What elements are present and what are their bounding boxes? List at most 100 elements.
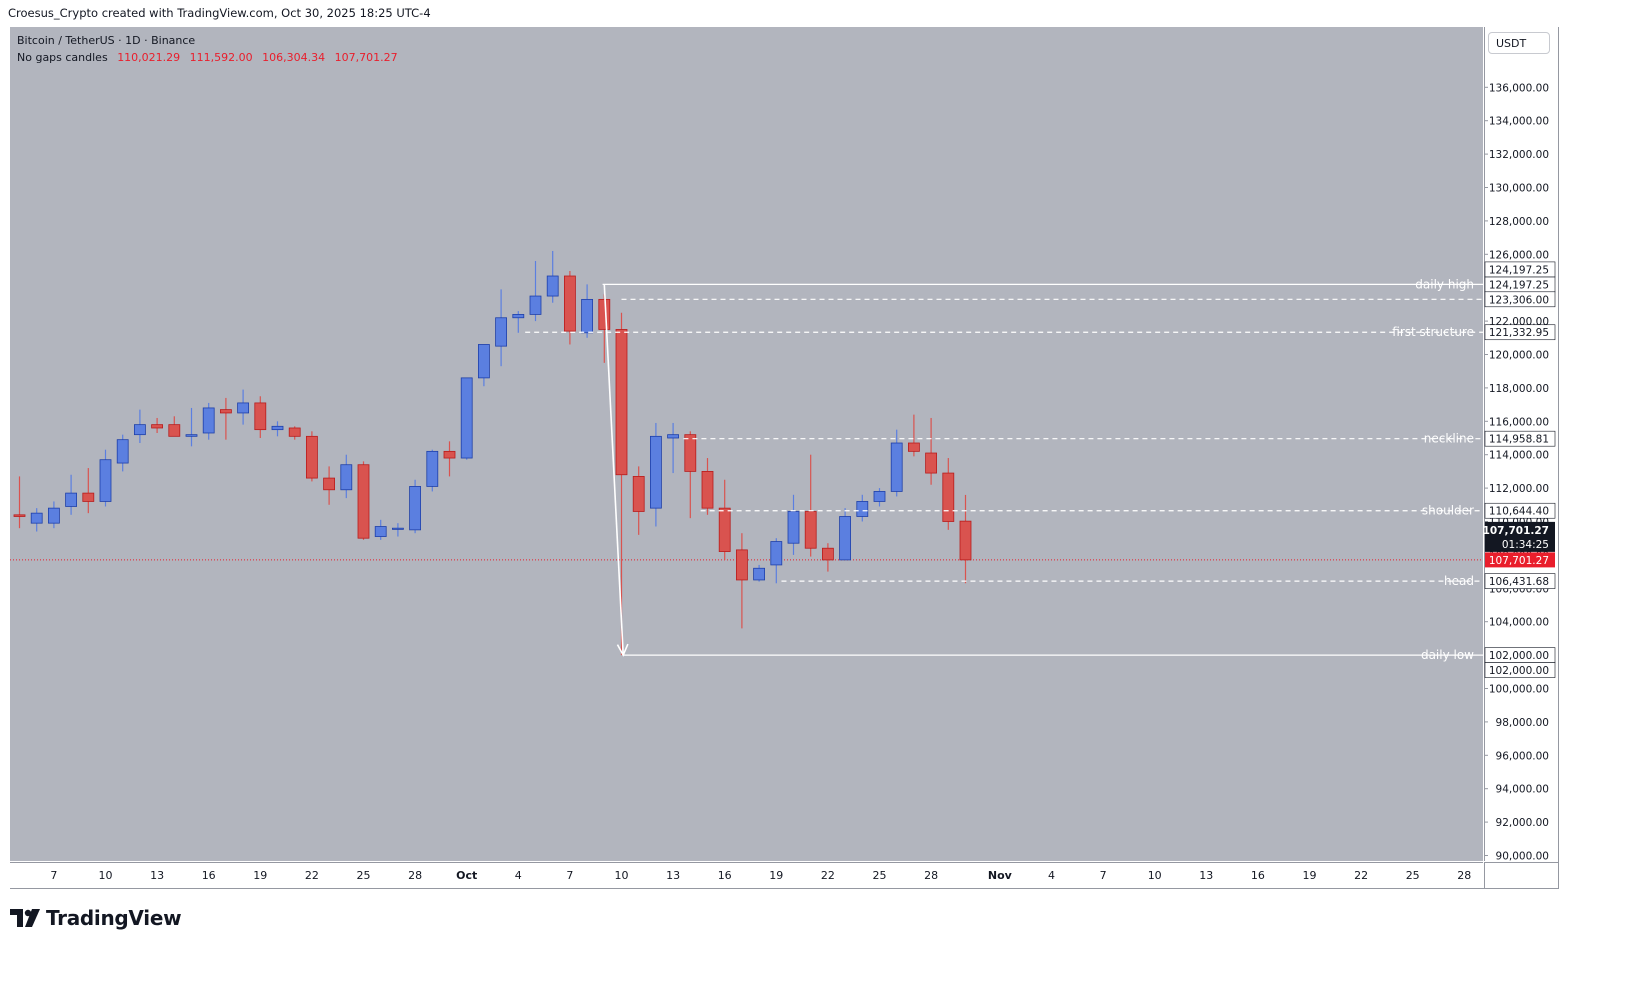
candle-body (839, 516, 851, 561)
level-price-label: 106,431.68 (1489, 576, 1549, 588)
candle-body (581, 298, 593, 334)
candle-body (151, 424, 164, 429)
ohlc-legend: No gaps candles 110,021.29 111,592.00 10… (17, 51, 404, 64)
candle-body (65, 492, 77, 507)
x-tick-label: 19 (1303, 869, 1317, 882)
current-price-tag (1485, 552, 1555, 568)
y-tick-label: 132,000.00 (1489, 149, 1549, 161)
last-price-label: 107,701.27 (1483, 525, 1549, 537)
level-price-tag (1484, 502, 1556, 519)
level-price-label: 121,332.95 (1489, 327, 1549, 339)
candle-mode-label: No gaps candles (17, 51, 108, 64)
ohlc-values: 110,021.29 111,592.00 106,304.34 107,701… (117, 51, 403, 64)
level-price-tag (1484, 573, 1556, 589)
candle-body (512, 314, 525, 319)
y-tick-label: 100,000.00 (1489, 684, 1549, 696)
tradingview-logo-icon (10, 909, 40, 927)
last-price-box (1485, 521, 1555, 552)
candle-body (305, 435, 318, 479)
candle-body (546, 275, 559, 297)
y-tick-label: 118,000.00 (1489, 383, 1549, 395)
candle-body (271, 425, 284, 431)
candle-body (357, 464, 370, 539)
x-tick-label: 13 (1199, 869, 1213, 882)
y-tick-label: 136,000.00 (1489, 82, 1549, 94)
x-tick-label: 4 (515, 869, 522, 882)
time-axis[interactable] (10, 862, 1483, 889)
x-tick-label: 28 (924, 869, 938, 882)
x-tick-label: 25 (357, 869, 371, 882)
candle-body (718, 507, 731, 552)
candle-body (443, 450, 456, 459)
currency-selector[interactable]: USDT (1488, 32, 1550, 54)
candle-body (30, 512, 43, 524)
y-tick-label: 98,000.00 (1496, 717, 1549, 729)
candle-body (701, 470, 714, 509)
axis-corner (1484, 862, 1559, 889)
candle-body (219, 409, 232, 414)
level-annotation: shoulder (1422, 504, 1474, 518)
extra-price-tag (1484, 662, 1556, 678)
tradingview-logo[interactable]: TradingView (10, 906, 182, 930)
level-price-label: 124,197.25 (1489, 279, 1549, 291)
chart-attribution: Croesus_Crypto created with TradingView.… (8, 6, 431, 20)
y-tick-label: 90,000.00 (1496, 851, 1549, 863)
candle-body (426, 450, 439, 487)
x-tick-label: 7 (50, 869, 57, 882)
x-tick-label: 28 (408, 869, 422, 882)
y-tick-label: 130,000.00 (1489, 183, 1549, 195)
x-tick-label: 13 (666, 869, 680, 882)
logo-text: TradingView (46, 906, 182, 930)
level-annotation: daily low (1421, 648, 1474, 662)
y-tick-label: 114,000.00 (1489, 450, 1549, 462)
candle-body (822, 547, 834, 561)
chart-pane[interactable] (10, 27, 1483, 861)
candle-body (133, 424, 146, 436)
candle-body (564, 275, 576, 332)
y-tick-label: 134,000.00 (1489, 116, 1549, 128)
candle-body (477, 344, 490, 379)
candle-body (684, 434, 697, 472)
candle-body (804, 511, 817, 549)
candle-body (598, 298, 611, 330)
candle-body (409, 486, 422, 531)
symbol-title[interactable]: Bitcoin / TetherUS · 1D · Binance (17, 34, 196, 47)
candle-body (770, 541, 783, 566)
y-tick-label: 116,000.00 (1489, 416, 1549, 428)
y-tick-label: 96,000.00 (1496, 750, 1549, 762)
candle-body (391, 527, 404, 530)
ohlc-close: 107,701.27 (334, 51, 398, 64)
candle-body (908, 442, 920, 452)
x-tick-label: 22 (821, 869, 835, 882)
candle-body (632, 476, 645, 512)
candle-body (13, 514, 26, 517)
y-tick-label: 112,000.00 (1489, 483, 1549, 495)
candle-body (650, 435, 662, 509)
x-tick-label: 10 (1148, 869, 1162, 882)
candle-body (787, 511, 800, 544)
candle-body (856, 501, 869, 517)
y-tick-label: 120,000.00 (1489, 350, 1549, 362)
candle-body (460, 377, 473, 459)
x-tick-label: 22 (305, 869, 319, 882)
candle-body (48, 507, 60, 524)
candle-body (323, 477, 336, 491)
level-price-tag (1484, 291, 1556, 308)
candle-body (942, 472, 955, 522)
candle-body (185, 434, 198, 437)
drop-arrow-head (616, 643, 629, 657)
candle-body (925, 452, 937, 474)
candle-body (82, 492, 95, 502)
x-tick-label: 4 (1048, 869, 1055, 882)
x-tick-label: 10 (615, 869, 629, 882)
candle-body (736, 549, 748, 581)
level-price-tag (1484, 324, 1556, 341)
ohlc-low: 106,304.34 (262, 51, 326, 64)
level-price-tag (1484, 430, 1556, 447)
bar-countdown: 01:34:25 (1502, 539, 1549, 551)
level-price-label: 123,306.00 (1489, 294, 1549, 306)
x-tick-label: 7 (566, 869, 573, 882)
candle-body (374, 526, 387, 537)
x-tick-label: Nov (988, 869, 1013, 882)
